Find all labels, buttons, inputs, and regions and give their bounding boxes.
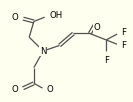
Text: O: O [47, 85, 53, 94]
Text: O: O [12, 13, 19, 22]
Text: OH: OH [49, 11, 62, 20]
Text: F: F [104, 56, 109, 65]
Text: F: F [121, 28, 126, 37]
Text: O: O [93, 23, 100, 32]
Text: F: F [121, 41, 126, 50]
Text: O: O [12, 85, 19, 94]
Text: N: N [40, 47, 46, 55]
